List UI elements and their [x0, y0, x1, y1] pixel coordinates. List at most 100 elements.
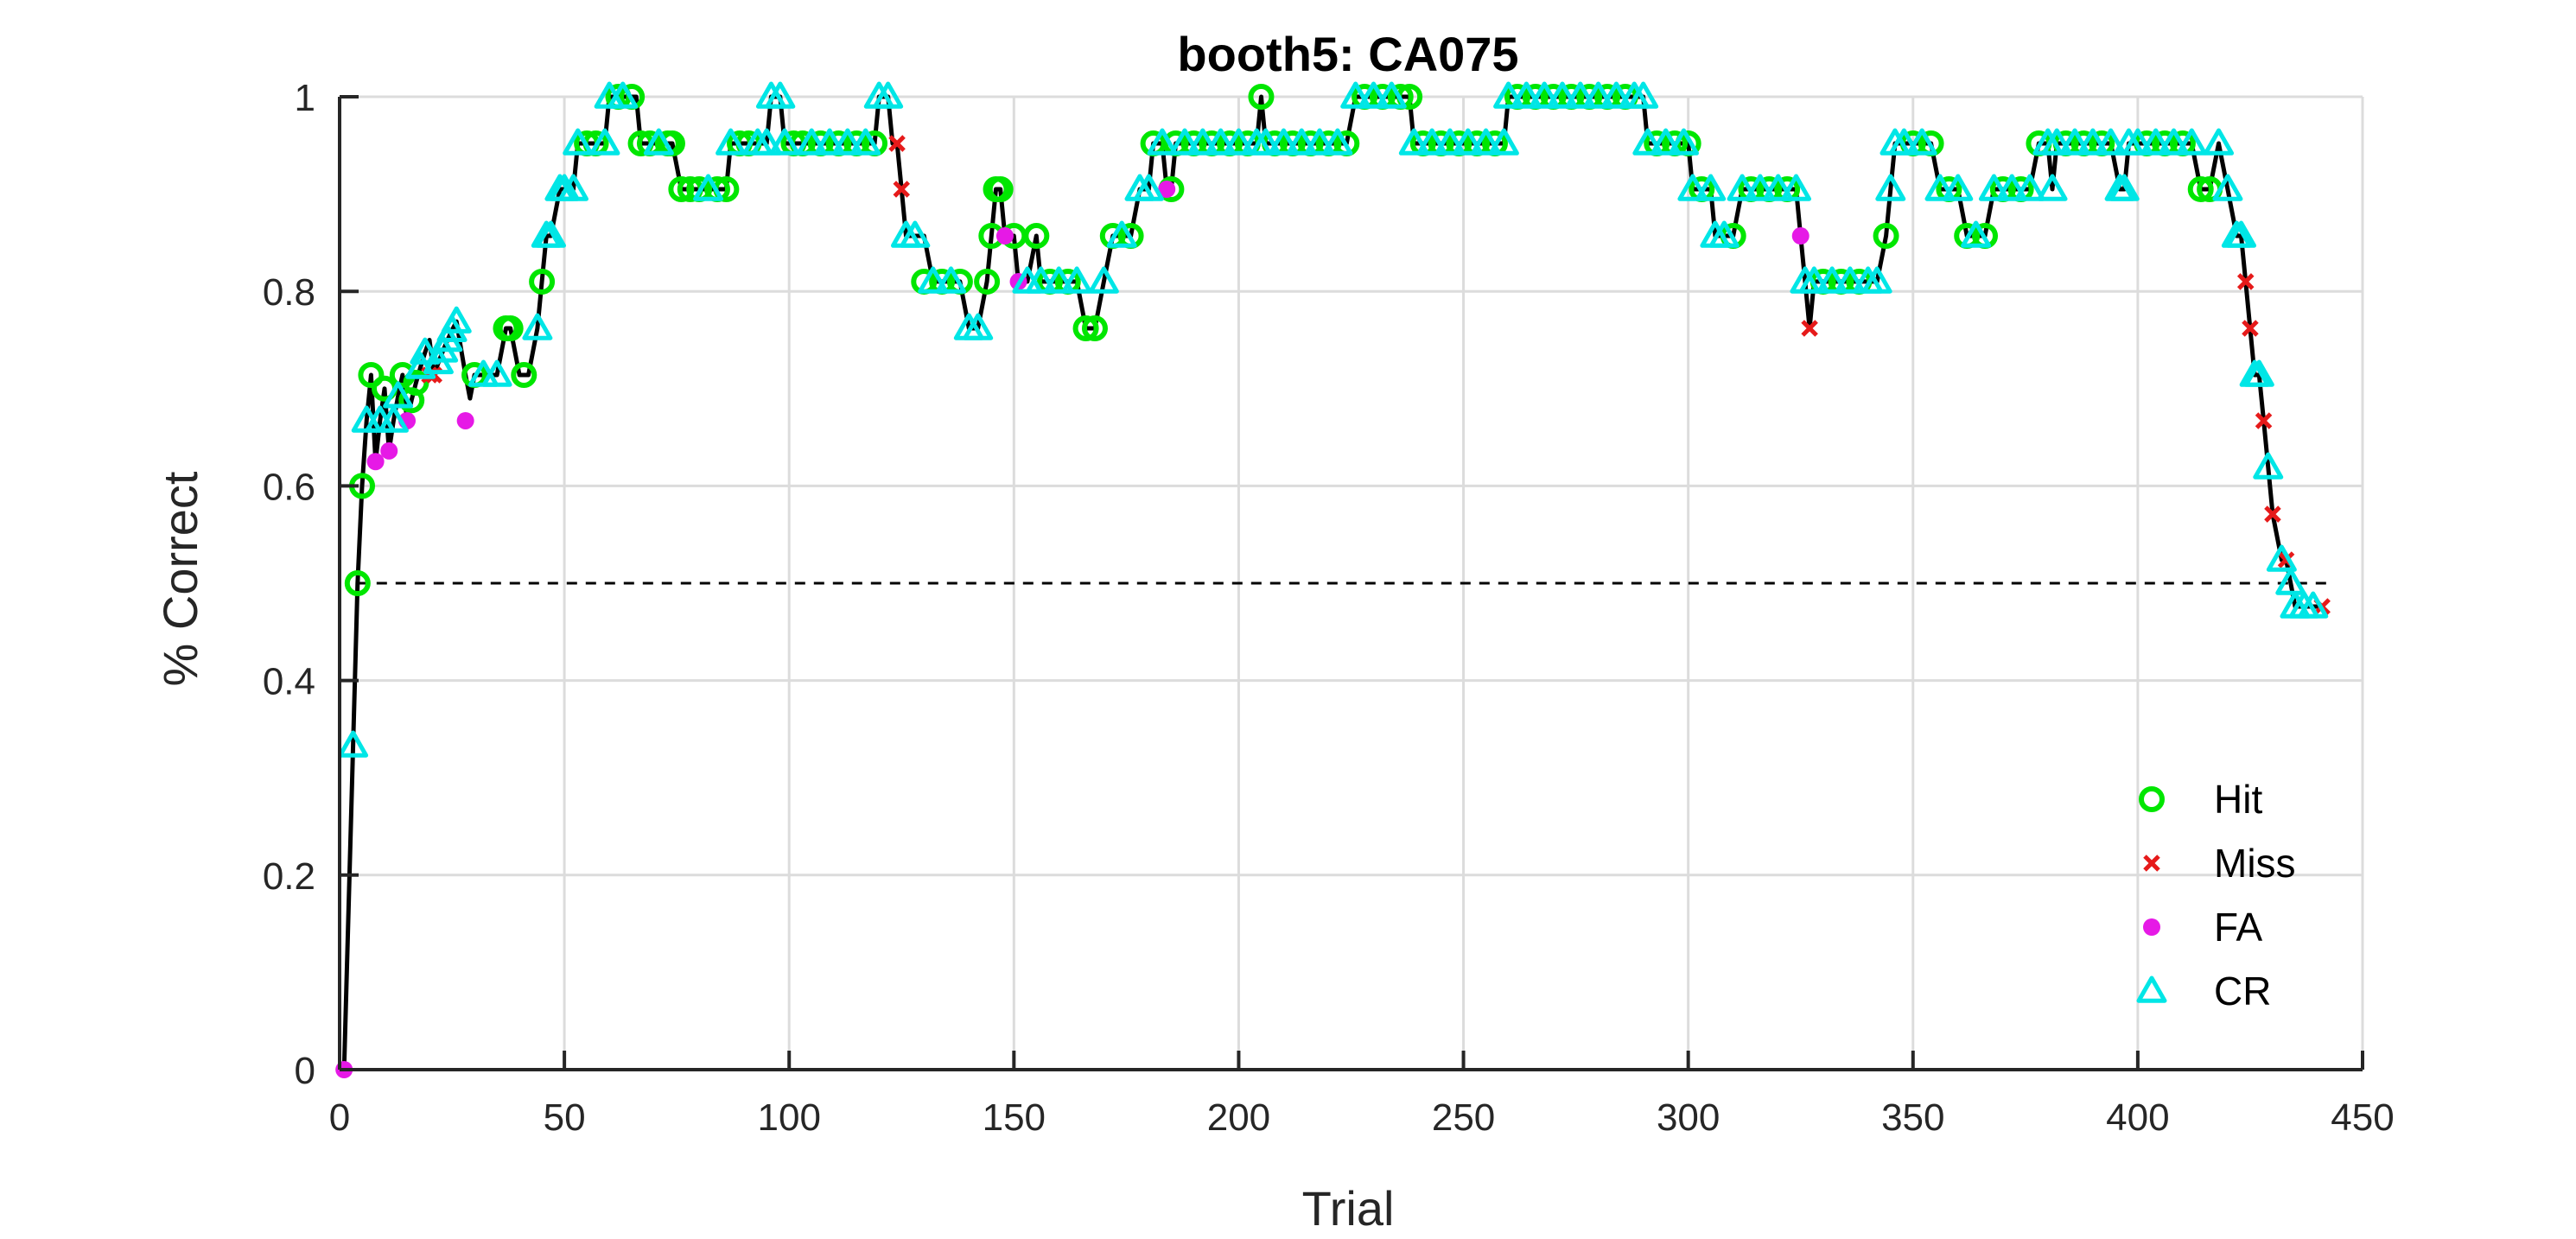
cr-point [1187, 128, 1218, 156]
y-tick-label: 1 [295, 77, 315, 119]
cr-point [2096, 128, 2127, 156]
cr-point [1147, 128, 1178, 156]
cr-point [1061, 266, 1092, 294]
cr-point [1493, 81, 1524, 109]
cr-point [1727, 174, 1758, 201]
cr-point [1250, 128, 1282, 156]
fa-point [456, 411, 474, 429]
cr-point [2140, 128, 2172, 156]
cr-point [2059, 128, 2090, 156]
cr-point [1695, 174, 1727, 201]
hit-point [358, 362, 385, 389]
legend-marker-miss [2143, 855, 2160, 872]
miss-point [2242, 320, 2259, 337]
hit-point [987, 175, 1014, 202]
cr-point [589, 128, 620, 156]
cr-point [1511, 81, 1542, 109]
cr-point [1600, 81, 1631, 109]
cr-point [607, 81, 639, 109]
y-tick-label: 0.8 [263, 271, 315, 314]
chart-title: booth5: CA075 [1177, 27, 1518, 81]
x-tick-label: 250 [1432, 1096, 1495, 1139]
miss-point [2236, 273, 2255, 290]
cr-point [900, 220, 931, 248]
cr-point [796, 128, 827, 156]
cr-point [2041, 128, 2072, 156]
fa-point [366, 453, 385, 471]
cr-point [2212, 174, 2243, 201]
x-tick-label: 350 [1881, 1096, 1944, 1139]
legend-label-hit: Hit [2214, 777, 2262, 822]
cr-point [873, 81, 904, 109]
cr-point [563, 128, 594, 156]
cr-point [1996, 174, 2027, 201]
x-tick-label: 450 [2331, 1096, 2394, 1139]
legend-label-cr: CR [2214, 969, 2271, 1013]
cr-point [536, 220, 567, 248]
legend-label-fa: FA [2214, 905, 2263, 950]
cr-point [2159, 128, 2190, 156]
cr-point [1376, 81, 1407, 109]
cr-point [1043, 266, 1074, 294]
hit-point [497, 315, 524, 341]
cr-point [765, 81, 796, 109]
hit-point [529, 268, 556, 295]
cr-point [441, 306, 472, 334]
cr-point [832, 128, 863, 156]
cr-point [2037, 174, 2068, 201]
cr-point [1943, 174, 1974, 201]
x-axis-label: Trial [1302, 1181, 1395, 1236]
cr-point [751, 128, 782, 156]
fa-point [1791, 227, 1810, 245]
hit-point [1072, 315, 1099, 341]
hit-point [1873, 223, 1899, 250]
cr-point [481, 359, 512, 387]
cr-point [936, 266, 967, 294]
cr-point [1906, 128, 1937, 156]
cr-point [814, 128, 845, 156]
cr-point [2014, 174, 2045, 201]
cr-point [1340, 81, 1371, 109]
cr-point [1434, 128, 1466, 156]
cr-point [2109, 174, 2140, 201]
cr-point [1781, 174, 1812, 201]
hit-point [1023, 223, 1050, 250]
cr-point [2298, 591, 2329, 619]
cr-point [338, 730, 369, 758]
fa-point [380, 442, 398, 460]
cr-point [1268, 128, 1299, 156]
hit-point [668, 175, 695, 202]
cr-point [1978, 174, 2009, 201]
cr-point [1708, 220, 1740, 248]
legend: Hit Miss FA CR [2136, 777, 2296, 1013]
cr-point [1169, 128, 1200, 156]
cr-point [2266, 544, 2297, 572]
series-cr [338, 81, 2329, 758]
cr-point [769, 128, 800, 156]
cr-point [1583, 81, 1614, 109]
legend-marker-fa [2143, 918, 2160, 936]
cr-point [1529, 81, 1560, 109]
cr-point [1416, 128, 1447, 156]
cr-point [1763, 174, 1794, 201]
hit-point [974, 268, 1001, 295]
cr-point [1133, 174, 1164, 201]
cr-point [383, 381, 414, 409]
hit-point [2187, 175, 2214, 202]
cr-point [643, 128, 674, 156]
cr-point [1205, 128, 1237, 156]
cr-point [1924, 174, 1956, 201]
cr-point [1888, 128, 1919, 156]
x-tick-label: 0 [329, 1096, 350, 1139]
cr-point [2253, 452, 2284, 480]
cr-point [2275, 568, 2306, 595]
cr-point [1632, 128, 1663, 156]
x-tick-label: 100 [758, 1096, 821, 1139]
legend-label-miss: Miss [2214, 841, 2296, 886]
x-tick-label: 300 [1657, 1096, 1720, 1139]
cr-point [2243, 359, 2274, 387]
cr-point [2176, 128, 2207, 156]
hit-point [344, 570, 371, 596]
cr-point [1668, 128, 1699, 156]
